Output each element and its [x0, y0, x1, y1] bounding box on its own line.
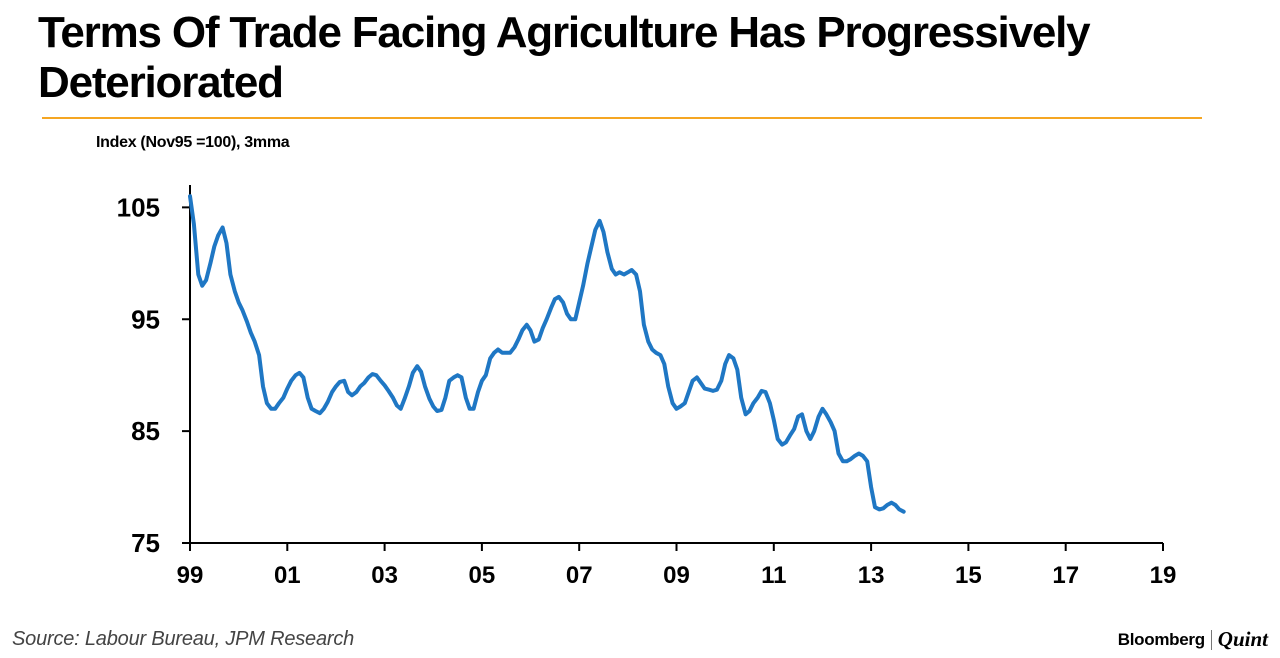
- y-tick-label: 85: [131, 416, 160, 446]
- x-tick-label: 13: [858, 562, 885, 589]
- x-tick-label: 05: [469, 562, 496, 589]
- line-chart: 75 85 95 105 99 01 03 05 07 09 11 13 15 17 19: [117, 185, 1177, 589]
- x-tick-label: 19: [1150, 562, 1177, 589]
- y-tick-label: 95: [131, 304, 160, 334]
- brand-primary: Bloomberg: [1117, 629, 1205, 649]
- title-divider: [42, 117, 1202, 119]
- x-tick-label: 99: [177, 562, 204, 589]
- x-tick-label: 03: [371, 562, 398, 589]
- chart-axes: [189, 185, 1163, 544]
- x-tick-label: 07: [566, 562, 593, 589]
- x-tick-label: 11: [761, 562, 786, 589]
- y-axis-ticks: 75 85 95 105: [117, 192, 190, 558]
- y-tick-label: 75: [131, 528, 160, 558]
- brand-logo: Bloomberg Quint: [1118, 627, 1268, 652]
- brand-secondary: Quint: [1217, 627, 1268, 651]
- chart-title: Terms Of Trade Facing Agriculture Has Pr…: [38, 8, 1091, 107]
- brand-separator: [1210, 629, 1212, 650]
- x-tick-label: 01: [274, 562, 301, 589]
- series-line-terms-of-trade: [188, 194, 906, 514]
- x-tick-label: 15: [955, 562, 982, 589]
- x-axis-ticks: 99 01 03 05 07 09 11 13 15 17 19: [177, 543, 1177, 589]
- y-tick-label: 105: [117, 192, 160, 222]
- x-tick-label: 17: [1052, 562, 1079, 589]
- y-axis-unit-label: Index (Nov95 =100), 3mma: [96, 134, 290, 151]
- source-note: Source: Labour Bureau, JPM Research: [12, 628, 355, 650]
- x-tick-label: 09: [663, 562, 690, 589]
